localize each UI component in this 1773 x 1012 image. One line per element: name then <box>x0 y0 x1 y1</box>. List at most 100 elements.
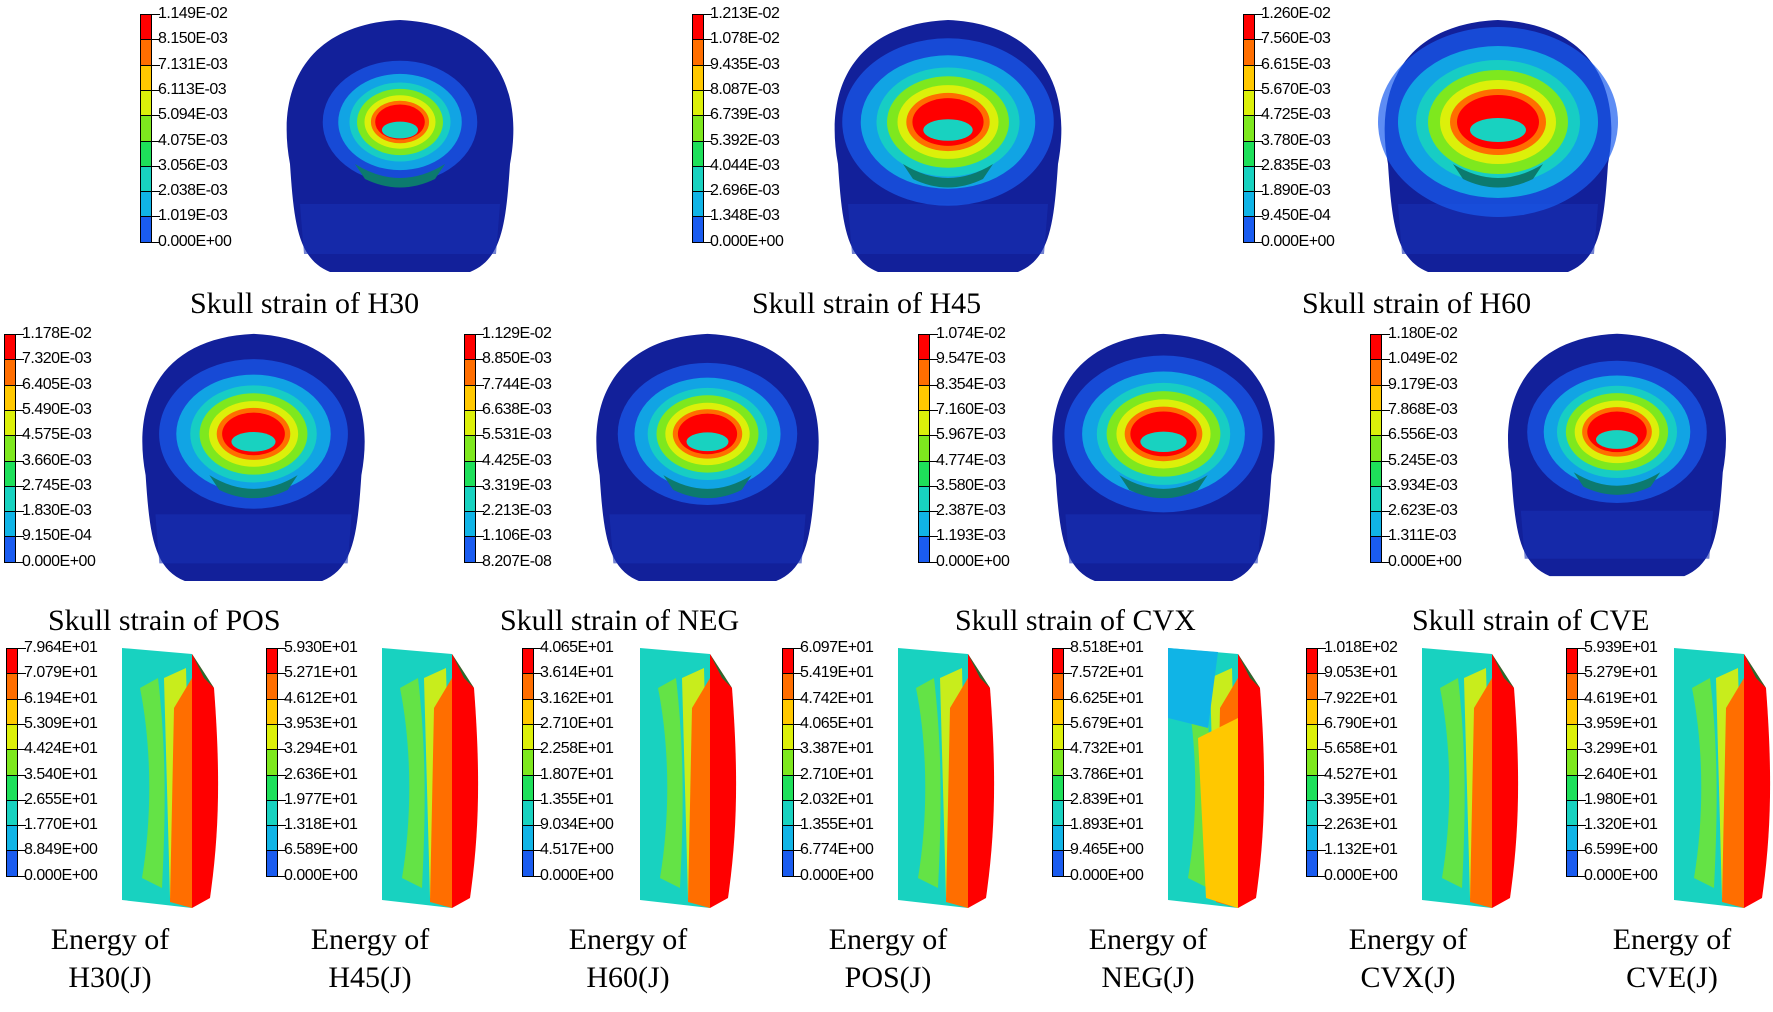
legend-tick <box>1370 485 1390 487</box>
legend-swatch <box>140 14 152 41</box>
legend-swatch <box>782 749 794 776</box>
legend-tick-label: 2.835E-03 <box>1261 156 1331 174</box>
legend-tick-label: 9.450E-04 <box>1261 207 1331 225</box>
legend-tick-label: 1.193E-03 <box>936 527 1006 545</box>
legend-tick <box>1052 875 1072 877</box>
skull-strain-map <box>1508 333 1726 577</box>
legend-swatch <box>918 334 930 361</box>
skull-base-band <box>300 204 500 254</box>
energy-map <box>1168 648 1265 908</box>
skull-strain-map <box>834 20 1062 272</box>
legend-swatch <box>1306 723 1318 751</box>
legend-tick <box>522 850 542 852</box>
legend-tick <box>782 648 802 649</box>
legend-tick-label: 9.547E-03 <box>936 350 1006 368</box>
legend-tick <box>692 165 712 167</box>
legend-tick <box>140 89 160 91</box>
legend-tick <box>1306 673 1326 675</box>
legend-swatch <box>1566 749 1578 776</box>
legend-swatch <box>782 648 794 675</box>
legend-tick-label: 4.527E+01 <box>1324 765 1398 783</box>
legend-tick-label: 0.000E+00 <box>1070 866 1144 884</box>
legend-tick <box>1052 825 1072 827</box>
legend-tick-label: 4.075E-03 <box>158 131 228 149</box>
skull-ridge <box>209 475 298 499</box>
legend-swatch <box>266 825 278 852</box>
legend-swatch <box>1566 799 1578 827</box>
energy-caption-line2: H30(J) <box>68 961 152 994</box>
legend-tick-label: 3.299E+01 <box>1584 740 1658 758</box>
legend-swatch <box>6 825 18 852</box>
legend-swatch <box>4 334 16 361</box>
legend-swatch <box>266 648 278 675</box>
legend-tick-label: 4.065E+01 <box>540 639 614 656</box>
legend-tick <box>1243 14 1263 15</box>
legend-tick <box>1243 216 1263 218</box>
legend-tick <box>4 435 24 437</box>
energy-map <box>1422 648 1519 908</box>
legend-tick-label: 2.263E+01 <box>1324 816 1398 834</box>
legend-swatch <box>6 648 18 675</box>
legend-swatch <box>692 216 704 243</box>
legend-tick <box>1566 875 1586 877</box>
legend-swatch <box>1370 485 1382 513</box>
legend-swatch <box>1566 673 1578 700</box>
energy-map <box>122 648 219 908</box>
legend-tick-label: 3.540E+01 <box>24 765 98 783</box>
legend-swatch <box>6 850 18 877</box>
skull-caption: Skull strain of CVE <box>1412 604 1650 637</box>
legend-tick-label: 0.000E+00 <box>540 866 614 884</box>
legend-tick <box>6 850 26 852</box>
energy-caption-line2: H60(J) <box>586 961 670 994</box>
legend-tick-label: 3.294E+01 <box>284 740 358 758</box>
energy-edge <box>1492 654 1514 688</box>
legend-tick <box>464 384 484 386</box>
legend-swatch <box>1243 115 1255 142</box>
legend-tick-label: 1.260E-02 <box>1261 5 1331 22</box>
legend-tick <box>692 64 712 66</box>
legend-tick <box>692 39 712 41</box>
legend-swatch <box>464 384 476 411</box>
legend-tick <box>1243 191 1263 193</box>
legend-swatch <box>692 89 704 117</box>
legend-swatch <box>1370 384 1382 411</box>
skull-caption: Skull strain of POS <box>48 604 281 637</box>
skull-base-band <box>1065 514 1262 564</box>
legend-swatch <box>4 435 16 462</box>
legend-tick <box>782 850 802 852</box>
energy-side-face <box>192 654 219 908</box>
legend-tick-label: 2.745E-03 <box>22 476 92 494</box>
legend-swatch <box>522 673 534 700</box>
legend-swatch <box>266 774 278 801</box>
legend-tick-label: 5.679E+01 <box>1070 714 1144 732</box>
legend-tick-label: 7.868E-03 <box>1388 400 1458 418</box>
legend-swatch <box>1052 799 1064 827</box>
legend-swatch <box>692 165 704 193</box>
legend-tick-label: 7.079E+01 <box>24 664 98 682</box>
strain-core <box>1470 118 1526 142</box>
legend-tick-label: 1.129E-02 <box>482 325 552 342</box>
legend-tick-label: 3.780E-03 <box>1261 131 1331 149</box>
legend-tick-label: 5.419E+01 <box>800 664 874 682</box>
legend-swatch <box>140 39 152 66</box>
legend-tick <box>1306 850 1326 852</box>
legend-tick <box>1306 648 1326 649</box>
legend-swatch <box>464 460 476 487</box>
energy-side-face <box>710 654 737 908</box>
legend-tick-label: 9.179E-03 <box>1388 375 1458 393</box>
legend-tick-label: 8.150E-03 <box>158 30 228 48</box>
legend-swatch <box>266 799 278 827</box>
energy-map <box>898 648 995 908</box>
legend-tick-label: 5.271E+01 <box>284 664 358 682</box>
energy-caption-line1: Energy of <box>1612 923 1732 956</box>
legend-swatch <box>782 850 794 877</box>
legend-swatch <box>522 799 534 827</box>
legend-tick <box>692 89 712 91</box>
legend-swatch <box>6 723 18 751</box>
legend-tick-label: 5.658E+01 <box>1324 740 1398 758</box>
legend-swatch <box>1566 850 1578 877</box>
legend-swatch <box>266 673 278 700</box>
legend-tick <box>6 825 26 827</box>
legend-tick <box>1306 825 1326 827</box>
legend-tick-label: 4.044E-03 <box>710 156 780 174</box>
